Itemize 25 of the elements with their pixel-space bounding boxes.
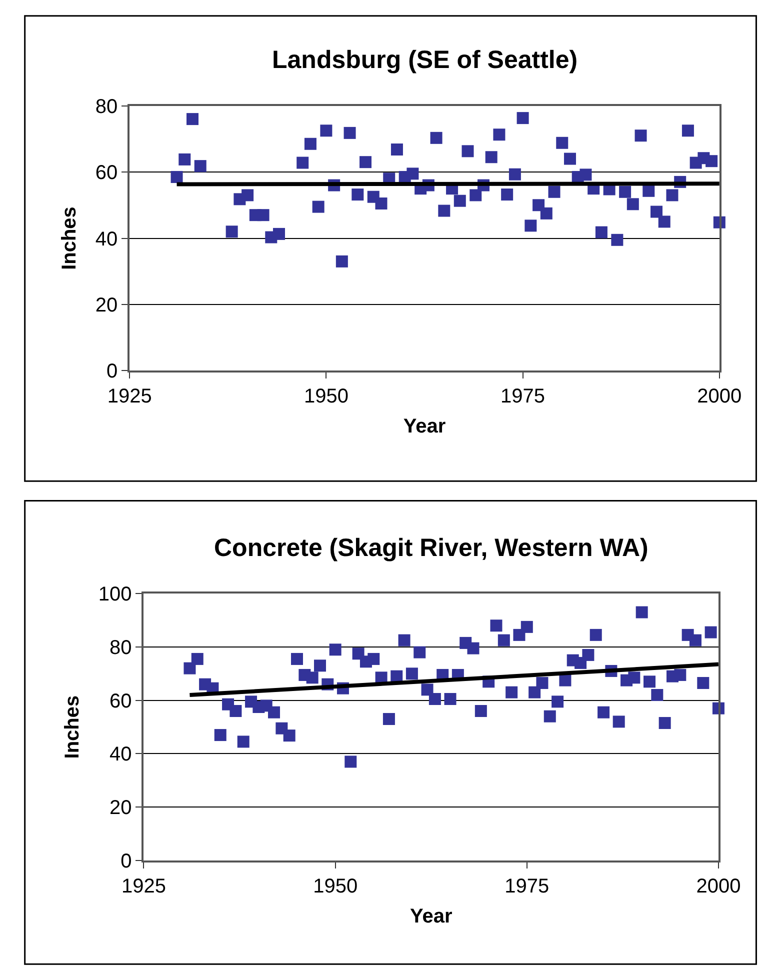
y-tick-label: 100 [98,584,132,606]
y-tick-label: 0 [106,360,118,383]
y-tick-label: 0 [120,850,132,872]
chart-title: Concrete (Skagit River, Western WA) [214,534,648,562]
y-axis-title: Inches [58,206,80,270]
chart-title: Landsburg (SE of Seattle) [272,46,578,74]
x-axis-title: Year [403,416,446,438]
x-axis-title: Year [410,905,452,928]
x-tick-label: 1975 [504,875,550,898]
y-axis-title: Inches [61,695,84,759]
x-tick-label: 1925 [121,875,166,898]
x-tick-label: 1925 [107,386,152,408]
y-tick-label: 80 [95,96,118,118]
x-tick-label: 1950 [313,875,358,898]
y-tick-label: 60 [95,162,118,184]
y-tick-label: 80 [109,636,132,659]
y-tick-label: 40 [109,744,132,766]
x-tick-label: 1950 [304,386,348,408]
y-tick-label: 40 [95,228,118,250]
x-tick-label: 2000 [696,875,741,898]
y-tick-label: 20 [95,294,118,316]
y-tick-label: 20 [109,797,132,820]
x-tick-label: 2000 [697,386,742,408]
x-tick-label: 1975 [500,386,546,408]
y-tick-label: 60 [109,690,132,712]
